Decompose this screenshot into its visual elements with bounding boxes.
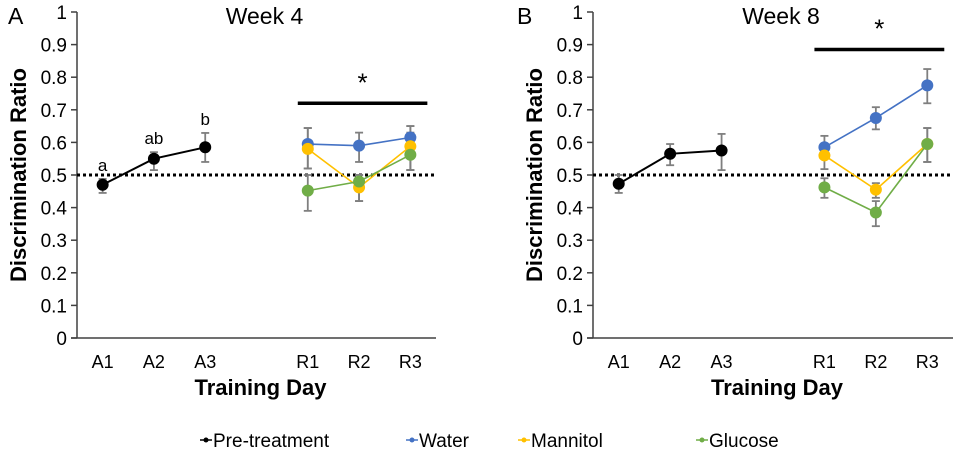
y-tick-label: 0.4 [557,199,584,220]
panel-week-4: A Week 4 0 0.1 0.2 0.3 0.4 0.5 0.6 0.7 0.8 0.9 1 Disc… [6,3,436,400]
y-tick-label: 0.4 [41,199,68,220]
legend-item: Water [406,431,470,451]
y-tick-label: 0.1 [557,296,583,317]
data-point [404,148,417,161]
x-tick-label: A3 [194,352,216,372]
group-letter-annotation: b [200,110,209,129]
y-tick-label: 0.5 [41,166,67,187]
x-tick-label: R1 [813,352,836,372]
legend-item: Pre-treatment [200,431,330,451]
data-point [664,147,677,160]
y-tick-label: 0.2 [557,264,583,285]
data-point [147,152,160,165]
x-tick-label: A2 [143,352,165,372]
x-axis-title: Training Day [711,375,844,400]
x-tick-label: R2 [864,352,887,372]
legend-label: Pre-treatment [213,431,330,451]
legend-marker [699,437,705,443]
panel-letter: A [8,3,24,29]
y-tick-label: 0.6 [557,133,583,154]
y-tick-label: 0.1 [41,296,67,317]
series-pre-treatment [614,133,726,194]
x-tick-label: R1 [296,352,319,372]
x-tick-label: R3 [916,352,939,372]
data-point [869,111,882,124]
y-tick-label: 0 [56,329,67,350]
legend-marker [409,437,415,443]
x-tick-label: A3 [711,352,733,372]
data-point [404,140,417,153]
significance-star: * [358,67,368,97]
data-point [301,184,314,197]
legend-item: Mannitol [518,431,603,451]
legend-item: Glucose [696,431,779,451]
legend-label: Glucose [709,431,779,451]
y-tick-label: 0.5 [557,166,583,187]
y-axis-title: Discrimination Ratio [522,68,547,282]
legend-marker [203,437,209,443]
data-point [818,181,831,194]
data-point [612,177,625,190]
group-letter-annotation: a [98,156,108,175]
y-tick-label: 0.8 [41,68,67,89]
data-point [921,138,934,151]
data-point [301,142,314,155]
data-point [353,139,366,152]
y-tick-label: 0.3 [41,231,67,252]
y-axis-title: Discrimination Ratio [6,68,31,282]
data-point [96,178,109,191]
data-point [869,183,882,196]
panel-letter: B [517,3,532,29]
y-tick-label: 0.3 [557,231,583,252]
data-point [818,149,831,162]
panel-week-8: B Week 8 0 0.1 0.2 0.3 0.4 0.5 0.6 0.7 0.8 0.9 1 Disc… [517,3,953,400]
y-tick-label: 0.9 [557,36,583,57]
y-tick-label: 1 [56,3,67,24]
data-point [715,144,728,157]
x-axis-title: Training Day [194,375,327,400]
y-tick-label: 0.2 [41,264,67,285]
x-tick-label: R3 [399,352,422,372]
data-point [404,131,417,144]
data-point [353,175,366,188]
data-point [869,206,882,219]
x-tick-label: R2 [348,352,371,372]
y-tick-label: 0.6 [41,133,67,154]
significance-star: * [874,13,884,43]
x-tick-label: A1 [92,352,114,372]
data-point [921,79,934,92]
y-tick-label: 0.9 [41,36,67,57]
chart-title: Week 4 [226,3,304,29]
y-tick-label: 0.8 [557,68,583,89]
data-point [199,141,212,154]
legend: Pre-treatment Water Mannitol Glucose [200,431,779,451]
y-tick-label: 0.7 [557,101,583,122]
x-tick-label: A2 [659,352,681,372]
x-tick-label: A1 [608,352,630,372]
legend-marker [521,437,527,443]
chart-title: Week 8 [742,3,820,29]
legend-label: Water [419,431,470,451]
legend-label: Mannitol [531,431,603,451]
y-tick-label: 0 [572,329,583,350]
y-tick-label: 1 [572,3,583,24]
group-letter-annotation: ab [144,129,163,148]
y-tick-label: 0.7 [41,101,67,122]
